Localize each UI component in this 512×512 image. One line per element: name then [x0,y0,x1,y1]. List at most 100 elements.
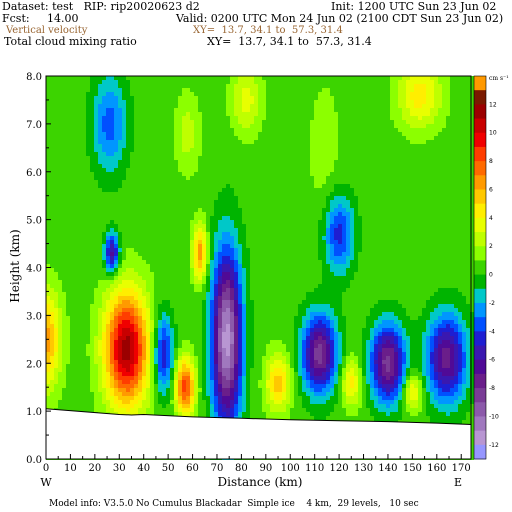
field-cell [302,140,306,144]
field-cell [406,212,410,216]
field-cell [194,196,198,200]
field-cell [418,140,422,144]
field-cell [470,232,474,236]
field-cell [394,108,398,112]
field-cell [290,84,294,88]
field-cell [298,240,302,244]
field-cell [306,116,310,120]
field-cell [422,216,426,220]
field-cell [102,188,106,192]
field-cell [126,116,130,120]
field-cell [54,176,58,180]
field-cell [90,140,94,144]
field-cell [158,228,162,232]
field-cell [86,216,90,220]
field-cell [138,112,142,116]
field-cell [78,208,82,212]
field-cell [454,100,458,104]
field-cell [118,260,122,264]
field-cell [346,176,350,180]
field-cell [66,232,70,236]
field-cell [286,192,290,196]
field-cell [338,112,342,116]
field-cell [286,176,290,180]
field-cell [314,100,318,104]
field-cell [166,192,170,196]
field-cell [366,224,370,228]
field-cell [178,144,182,148]
field-cell [178,228,182,232]
field-cell [106,88,110,92]
field-cell [310,192,314,196]
field-cell [142,256,146,260]
field-cell [74,124,78,128]
field-cell [254,88,258,92]
field-cell [458,128,462,132]
field-cell [226,168,230,172]
field-cell [422,172,426,176]
field-cell [102,104,106,108]
field-cell [90,152,94,156]
field-cell [142,224,146,228]
field-cell [222,96,226,100]
field-cell [390,224,394,228]
field-cell [106,172,110,176]
field-cell [302,204,306,208]
field-cell [366,236,370,240]
field-cell [462,116,466,120]
field-cell [462,88,466,92]
field-cell [166,96,170,100]
field-cell [170,236,174,240]
field-cell [394,124,398,128]
field-cell [142,100,146,104]
field-cell [466,244,470,248]
field-cell [158,192,162,196]
field-cell [130,196,134,200]
field-cell [386,156,390,160]
field-cell [418,152,422,156]
field-cell [378,80,382,84]
field-cell [70,136,74,140]
field-cell [190,220,194,224]
field-cell [238,96,242,100]
field-cell [246,140,250,144]
field-cell [138,260,142,264]
field-cell [126,184,130,188]
field-cell [230,208,234,212]
field-cell [450,236,454,240]
field-cell [426,204,430,208]
field-cell [286,128,290,132]
field-cell [402,148,406,152]
field-cell [198,224,202,228]
field-cell [118,120,122,124]
field-cell [466,112,470,116]
field-cell [306,216,310,220]
field-cell [246,108,250,112]
field-cell [234,160,238,164]
field-cell [158,252,162,256]
field-cell [446,184,450,188]
field-cell [254,188,258,192]
field-cell [246,204,250,208]
field-cell [238,196,242,200]
field-cell [182,156,186,160]
field-cell [214,164,218,168]
field-cell [422,88,426,92]
field-cell [190,92,194,96]
field-cell [378,200,382,204]
field-cell [122,76,126,80]
field-cell [358,116,362,120]
field-cell [106,148,110,152]
field-cell [186,152,190,156]
field-cell [438,124,442,128]
field-cell [166,88,170,92]
field-cell [198,196,202,200]
field-cell [226,248,230,252]
field-cell [418,164,422,168]
field-cell [314,156,318,160]
field-cell [242,188,246,192]
field-cell [270,80,274,84]
field-cell [262,256,266,260]
field-cell [162,96,166,100]
field-cell [82,156,86,160]
